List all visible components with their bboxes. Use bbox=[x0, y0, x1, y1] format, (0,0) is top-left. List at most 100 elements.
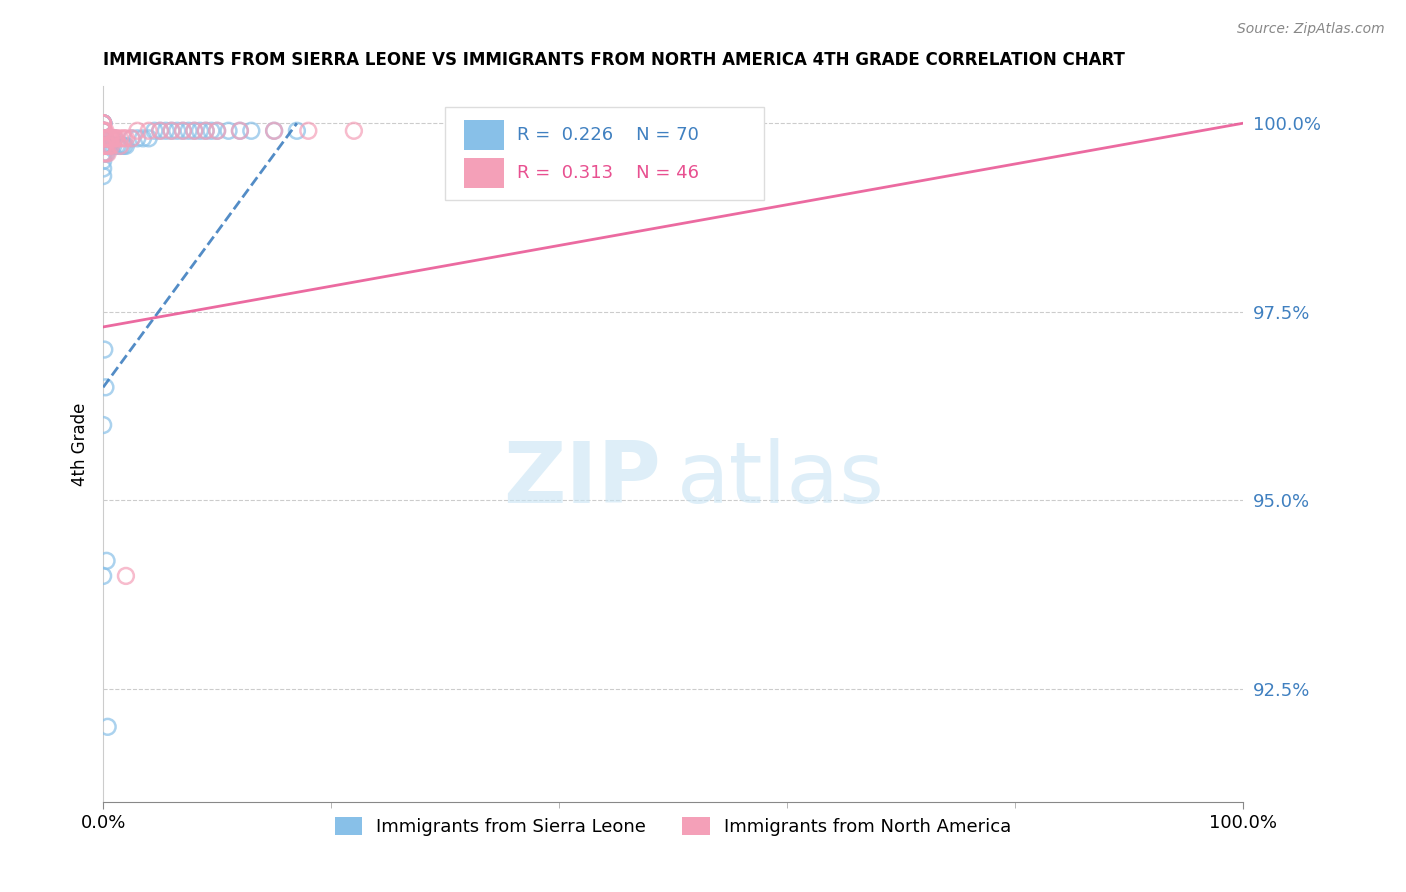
Point bbox=[103, 139, 125, 153]
Point bbox=[91, 146, 114, 161]
Point bbox=[97, 131, 120, 145]
Point bbox=[93, 139, 115, 153]
Point bbox=[205, 124, 228, 138]
Point bbox=[91, 139, 114, 153]
Point bbox=[101, 131, 124, 145]
Point bbox=[93, 131, 115, 145]
Point bbox=[188, 124, 211, 138]
Point bbox=[240, 124, 263, 138]
Point bbox=[91, 139, 114, 153]
Point bbox=[98, 131, 121, 145]
Point bbox=[94, 131, 117, 145]
Text: IMMIGRANTS FROM SIERRA LEONE VS IMMIGRANTS FROM NORTH AMERICA 4TH GRADE CORRELAT: IMMIGRANTS FROM SIERRA LEONE VS IMMIGRAN… bbox=[103, 51, 1125, 69]
Point bbox=[115, 569, 138, 583]
Point bbox=[101, 131, 124, 145]
Point bbox=[91, 139, 114, 153]
Point bbox=[115, 131, 138, 145]
Point bbox=[91, 417, 114, 432]
Point bbox=[97, 146, 120, 161]
Point bbox=[96, 139, 118, 153]
Point bbox=[103, 131, 125, 145]
Point bbox=[91, 131, 114, 145]
Text: ZIP: ZIP bbox=[503, 438, 661, 521]
Point bbox=[285, 124, 308, 138]
Point bbox=[96, 131, 118, 145]
Point bbox=[94, 380, 117, 394]
Point bbox=[93, 124, 115, 138]
Point bbox=[91, 139, 114, 153]
Point bbox=[91, 131, 114, 145]
Point bbox=[97, 131, 120, 145]
Point bbox=[121, 131, 143, 145]
Point bbox=[91, 116, 114, 130]
Point bbox=[94, 146, 117, 161]
Point bbox=[105, 139, 128, 153]
Point bbox=[94, 131, 117, 145]
FancyBboxPatch shape bbox=[464, 120, 505, 150]
Point bbox=[172, 124, 194, 138]
Point bbox=[91, 139, 114, 153]
Point bbox=[91, 131, 114, 145]
Point bbox=[91, 124, 114, 138]
Text: atlas: atlas bbox=[678, 438, 886, 521]
Text: R =  0.226    N = 70: R = 0.226 N = 70 bbox=[517, 126, 699, 144]
Point bbox=[91, 139, 114, 153]
Point bbox=[121, 131, 143, 145]
Point bbox=[177, 124, 200, 138]
Point bbox=[149, 124, 172, 138]
Point bbox=[91, 124, 114, 138]
Point bbox=[297, 124, 319, 138]
Point bbox=[93, 343, 115, 357]
Point bbox=[91, 131, 114, 145]
Point bbox=[93, 131, 115, 145]
Point bbox=[263, 124, 285, 138]
Point bbox=[93, 139, 115, 153]
Point bbox=[155, 124, 177, 138]
Point bbox=[115, 139, 138, 153]
Point bbox=[100, 139, 122, 153]
Point bbox=[127, 124, 149, 138]
Point bbox=[138, 131, 160, 145]
FancyBboxPatch shape bbox=[446, 107, 765, 200]
Point bbox=[100, 131, 122, 145]
Point bbox=[132, 131, 155, 145]
Point bbox=[97, 139, 120, 153]
Point bbox=[110, 139, 132, 153]
Point bbox=[91, 124, 114, 138]
Point bbox=[160, 124, 183, 138]
Point bbox=[343, 124, 366, 138]
Point bbox=[91, 569, 114, 583]
Point bbox=[91, 116, 114, 130]
Point bbox=[110, 131, 132, 145]
Legend: Immigrants from Sierra Leone, Immigrants from North America: Immigrants from Sierra Leone, Immigrants… bbox=[328, 810, 1018, 844]
Point bbox=[91, 124, 114, 138]
Point bbox=[91, 116, 114, 130]
Point bbox=[93, 146, 115, 161]
Point bbox=[149, 124, 172, 138]
Point bbox=[205, 124, 228, 138]
Point bbox=[200, 124, 222, 138]
Point bbox=[263, 124, 285, 138]
Text: R =  0.313    N = 46: R = 0.313 N = 46 bbox=[517, 164, 699, 182]
Point bbox=[96, 139, 118, 153]
Point bbox=[110, 139, 132, 153]
Point bbox=[160, 124, 183, 138]
Point bbox=[91, 153, 114, 168]
Point bbox=[91, 161, 114, 176]
Point bbox=[91, 116, 114, 130]
Point bbox=[94, 124, 117, 138]
Point bbox=[194, 124, 217, 138]
Text: Source: ZipAtlas.com: Source: ZipAtlas.com bbox=[1237, 22, 1385, 37]
Y-axis label: 4th Grade: 4th Grade bbox=[72, 402, 89, 485]
Point bbox=[183, 124, 205, 138]
Point bbox=[108, 139, 131, 153]
Point bbox=[96, 554, 118, 568]
Point bbox=[97, 139, 120, 153]
Point bbox=[91, 169, 114, 183]
Point bbox=[172, 124, 194, 138]
Point bbox=[96, 146, 118, 161]
Point bbox=[103, 131, 125, 145]
Point bbox=[103, 131, 125, 145]
Point bbox=[194, 124, 217, 138]
Point bbox=[94, 139, 117, 153]
